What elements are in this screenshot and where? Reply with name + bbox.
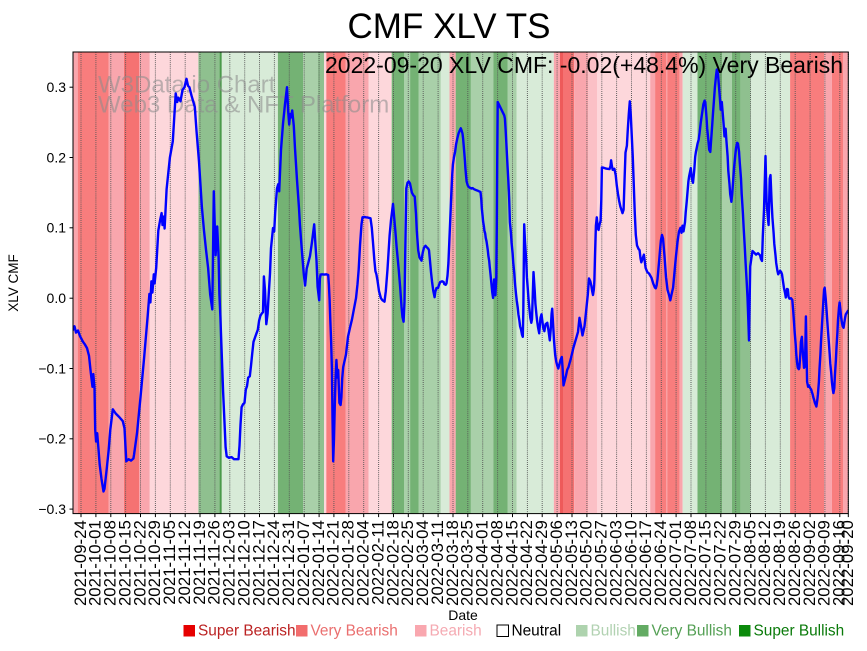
svg-text:CMF XLV TS: CMF XLV TS [348,7,551,46]
svg-text:XLV CMF: XLV CMF [6,254,21,312]
svg-text:2022-04-22: 2022-04-22 [517,520,536,606]
svg-text:2021-11-19: 2021-11-19 [190,520,209,605]
svg-text:2022-09-20: 2022-09-20 [838,520,857,606]
svg-text:2022-09-20 XLV CMF: -0.02(+48.: 2022-09-20 XLV CMF: -0.02(+48.4%) Very B… [325,52,843,78]
svg-text:2021-10-22: 2021-10-22 [130,520,149,606]
svg-text:2022-01-21: 2022-01-21 [324,520,343,606]
svg-text:2022-05-20: 2022-05-20 [577,520,596,606]
svg-text:0.3: 0.3 [47,79,67,95]
svg-text:2022-04-01: 2022-04-01 [473,520,492,606]
svg-text:2022-02-11: 2022-02-11 [368,520,387,605]
svg-text:Very Bullish: Very Bullish [652,623,732,640]
svg-text:2022-03-25: 2022-03-25 [458,520,477,606]
svg-text:Very Bearish: Very Bearish [311,623,398,640]
svg-text:2021-10-08: 2021-10-08 [101,520,120,606]
svg-text:2022-04-15: 2022-04-15 [502,520,521,606]
svg-text:0.2: 0.2 [47,149,67,165]
svg-text:Web3 Data & NFT Platform: Web3 Data & NFT Platform [98,92,389,119]
svg-text:Date: Date [448,607,478,623]
svg-text:2022-02-04: 2022-02-04 [354,520,373,606]
svg-text:2022-03-18: 2022-03-18 [443,520,462,606]
svg-text:2022-04-08: 2022-04-08 [487,520,506,606]
svg-text:2022-08-12: 2022-08-12 [755,520,774,606]
svg-text:0.0: 0.0 [47,290,67,306]
svg-text:2022-01-07: 2022-01-07 [294,520,313,606]
svg-text:2021-12-03: 2021-12-03 [220,520,239,606]
svg-text:Neutral: Neutral [512,623,562,640]
svg-text:Super Bullish: Super Bullish [754,623,845,640]
svg-text:−0.1: −0.1 [38,360,66,376]
svg-text:Bullish: Bullish [591,623,636,640]
svg-text:2022-07-08: 2022-07-08 [681,520,700,606]
svg-text:2022-05-27: 2022-05-27 [592,520,611,606]
svg-text:0.1: 0.1 [47,220,67,236]
svg-text:2021-10-01: 2021-10-01 [86,520,105,606]
svg-text:2022-05-06: 2022-05-06 [547,520,566,606]
svg-text:2022-06-10: 2022-06-10 [621,520,640,606]
svg-text:2022-02-25: 2022-02-25 [398,520,417,606]
svg-text:2021-11-05: 2021-11-05 [160,520,179,605]
svg-text:2022-07-22: 2022-07-22 [711,520,730,606]
svg-text:2022-07-15: 2022-07-15 [696,520,715,606]
svg-text:2022-08-26: 2022-08-26 [785,520,804,606]
svg-text:2021-11-12: 2021-11-12 [175,520,194,605]
svg-text:2021-12-24: 2021-12-24 [264,520,283,606]
svg-text:2022-05-13: 2022-05-13 [562,520,581,606]
svg-text:2022-06-03: 2022-06-03 [606,520,625,606]
svg-text:2021-10-29: 2021-10-29 [145,520,164,606]
svg-text:2021-12-17: 2021-12-17 [249,520,268,606]
svg-text:2022-09-16: 2022-09-16 [830,520,849,606]
svg-text:Super Bearish: Super Bearish [198,623,296,640]
svg-text:2022-03-04: 2022-03-04 [413,520,432,606]
svg-text:Bearish: Bearish [430,623,482,640]
svg-text:2022-09-09: 2022-09-09 [815,520,834,606]
svg-text:−0.2: −0.2 [38,431,66,447]
svg-text:2022-06-17: 2022-06-17 [636,520,655,606]
svg-text:−0.3: −0.3 [38,501,66,517]
svg-text:2022-01-14: 2022-01-14 [309,520,328,606]
svg-text:2021-10-15: 2021-10-15 [115,520,134,606]
svg-text:2022-03-11: 2022-03-11 [428,520,447,605]
svg-text:2022-06-24: 2022-06-24 [651,520,670,606]
svg-text:2022-08-05: 2022-08-05 [740,520,759,606]
svg-text:2022-07-01: 2022-07-01 [666,520,685,606]
svg-text:2022-08-19: 2022-08-19 [770,520,789,606]
svg-text:2022-09-02: 2022-09-02 [800,520,819,606]
svg-text:2022-02-18: 2022-02-18 [383,520,402,606]
svg-text:2022-07-29: 2022-07-29 [726,520,745,606]
svg-text:2021-12-10: 2021-12-10 [235,520,254,606]
svg-text:2022-04-29: 2022-04-29 [532,520,551,606]
svg-text:2021-11-26: 2021-11-26 [205,520,224,605]
svg-text:2021-09-24: 2021-09-24 [71,520,90,606]
svg-text:2021-12-31: 2021-12-31 [279,520,298,606]
svg-text:2022-01-28: 2022-01-28 [339,520,358,606]
